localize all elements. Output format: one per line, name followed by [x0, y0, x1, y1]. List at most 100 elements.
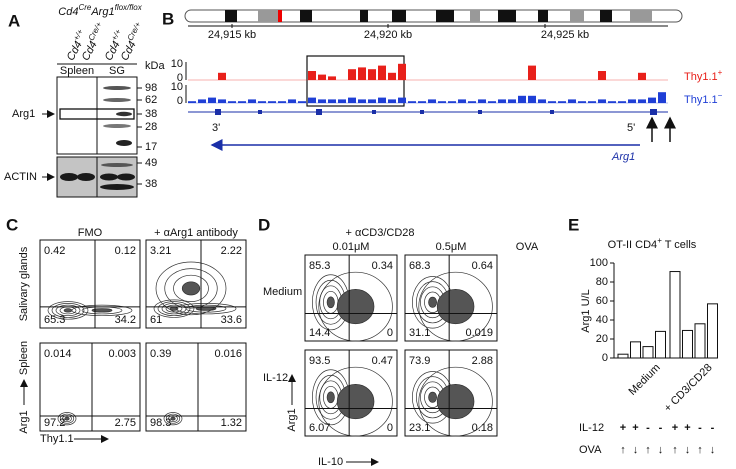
condition-mark: -	[711, 422, 715, 434]
text-part: Thy1.1	[684, 71, 718, 83]
track-bar	[448, 101, 456, 103]
condition-mark: ↓	[658, 444, 664, 456]
band	[103, 124, 131, 128]
marker-label: 28	[145, 121, 157, 133]
band	[116, 140, 132, 146]
quadrant-value: 0	[387, 327, 393, 339]
condition-mark: ↑	[620, 444, 626, 456]
chromosome-band	[300, 10, 312, 22]
marker-label: 17	[145, 141, 157, 153]
contour	[155, 261, 227, 316]
track-bar	[338, 99, 346, 103]
quadrant-value: 97.2	[44, 417, 65, 429]
track-bar	[468, 101, 476, 103]
exon	[650, 109, 657, 115]
contour	[318, 271, 393, 342]
track-bar	[258, 101, 266, 103]
track-bar	[488, 101, 496, 103]
condition-mark: +	[684, 422, 690, 434]
contour	[57, 412, 77, 426]
marker-label: 38	[145, 108, 157, 120]
panel-letter: E	[568, 215, 579, 234]
condition-mark: ↑	[697, 444, 703, 456]
track-label: Thy1.1−	[684, 91, 723, 106]
track-bar	[528, 65, 536, 80]
quadrant-value: 98.3	[150, 417, 171, 429]
contour	[71, 304, 133, 317]
band	[60, 173, 78, 181]
band	[116, 111, 132, 117]
column-header: OVA	[516, 241, 539, 253]
band	[117, 173, 135, 181]
band	[100, 173, 118, 181]
contour	[418, 366, 493, 437]
quadrant-value: 0.39	[150, 348, 171, 360]
contour	[51, 303, 85, 318]
track-bar	[548, 101, 556, 103]
track-bar	[538, 99, 546, 103]
track-scale: 0	[177, 72, 183, 84]
contour	[336, 384, 375, 420]
track-bar	[518, 95, 526, 103]
bar	[630, 341, 641, 359]
lane-label: Cd4Cre/+	[116, 20, 148, 63]
track-bar	[558, 101, 566, 103]
condition-mark: ↓	[710, 444, 716, 456]
quadrant-value: 2.88	[472, 355, 493, 367]
track-bar	[218, 99, 226, 103]
track-bar	[618, 101, 626, 103]
row-label: OVA	[579, 444, 602, 456]
contour	[164, 268, 218, 309]
chromosome-band	[278, 10, 282, 22]
exon	[420, 110, 424, 114]
track-bar	[398, 97, 406, 103]
chromosome-band	[470, 10, 480, 22]
quadrant-value: 0.47	[372, 355, 393, 367]
text-part: T cells	[662, 239, 697, 251]
track-bar	[198, 99, 206, 103]
quadrant-value: 0.019	[465, 327, 493, 339]
tissue-label: SG	[109, 65, 125, 77]
quadrant-value: 3.21	[150, 245, 171, 257]
track-bar	[388, 72, 396, 80]
track-bar	[638, 99, 646, 103]
condition-mark: +	[672, 422, 678, 434]
track-bar	[428, 99, 436, 103]
track-bar	[588, 101, 596, 103]
track-bar	[398, 63, 406, 80]
quadrant-value: 34.2	[115, 314, 136, 326]
quadrant-value: 0.12	[115, 245, 136, 257]
track-bar	[388, 99, 396, 103]
contour	[326, 296, 335, 309]
condition-mark: -	[646, 422, 650, 434]
track-bar	[248, 99, 256, 103]
contour	[163, 412, 183, 426]
title-part: Cre	[78, 3, 91, 12]
contour	[63, 308, 73, 313]
axis-label: Arg1	[286, 408, 298, 431]
contour	[336, 289, 375, 325]
chromosome-band	[600, 10, 612, 22]
track-bar	[378, 65, 386, 80]
quadrant-value: 0.003	[108, 348, 136, 360]
contour	[326, 391, 335, 404]
panel-letter: D	[258, 215, 270, 234]
gene-end: 5'	[627, 122, 635, 134]
row-label: Spleen	[18, 341, 30, 375]
column-header: + αArg1 antibody	[154, 227, 238, 239]
track-bar	[218, 72, 226, 80]
band	[100, 184, 134, 190]
highlight-box	[306, 55, 405, 107]
marker-label: 98	[145, 82, 157, 94]
track-bar	[598, 99, 606, 103]
bar	[707, 303, 718, 359]
track-bar	[358, 99, 366, 103]
panel-letter: A	[8, 11, 20, 30]
marker-label: 38	[145, 178, 157, 190]
gene-end: 3'	[212, 122, 220, 134]
text-part: +	[657, 236, 662, 245]
bar	[694, 323, 706, 359]
track-bar	[458, 99, 466, 103]
quadrant-value: 85.3	[309, 260, 330, 272]
contour	[175, 303, 237, 315]
